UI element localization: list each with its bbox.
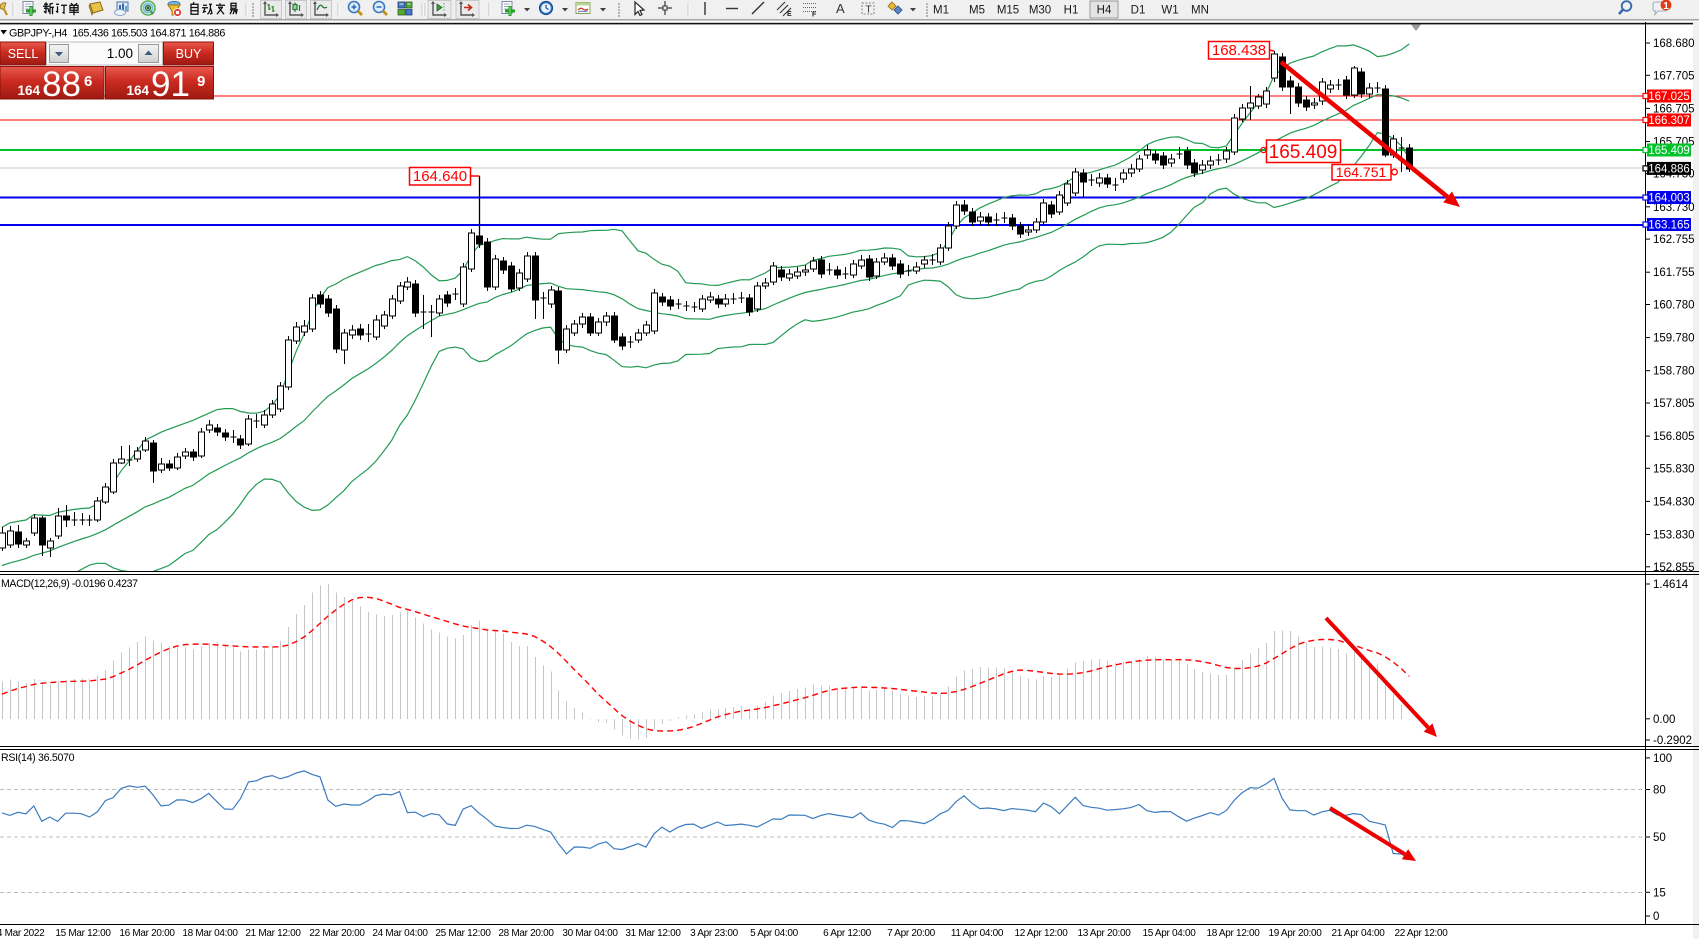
svg-text:162.755: 162.755 [1653, 234, 1695, 246]
svg-text:163.730: 163.730 [1653, 202, 1695, 214]
svg-text:153.830: 153.830 [1653, 530, 1695, 542]
svg-text:18 Mar 04:00: 18 Mar 04:00 [182, 928, 238, 939]
svg-text:168.438: 168.438 [1212, 42, 1266, 59]
svg-text:E: E [787, 11, 792, 18]
svg-text:80: 80 [1653, 785, 1666, 797]
svg-text:152.855: 152.855 [1653, 562, 1695, 574]
svg-text:6: 6 [84, 73, 92, 90]
svg-text:21 Mar 12:00: 21 Mar 12:00 [245, 928, 301, 939]
svg-text:164.003: 164.003 [1648, 193, 1690, 205]
svg-text:0.00: 0.00 [1653, 714, 1675, 726]
svg-text:MACD(12,26,9) -0.0196 0.4237: MACD(12,26,9) -0.0196 0.4237 [1, 578, 138, 590]
svg-text:1.4614: 1.4614 [1653, 579, 1689, 591]
svg-text:MN: MN [1191, 5, 1209, 17]
svg-text:BUY: BUY [176, 47, 202, 61]
svg-text:D1: D1 [1131, 5, 1146, 17]
svg-text:H4: H4 [1097, 5, 1112, 17]
svg-text:165.409: 165.409 [1648, 145, 1690, 157]
svg-text:F: F [812, 12, 817, 19]
svg-text:164.886: 164.886 [1648, 163, 1690, 175]
svg-text:91: 91 [151, 65, 190, 104]
svg-text:M5: M5 [969, 5, 985, 17]
svg-text:GBPJPY-,H4 165.436 165.503 16: GBPJPY-,H4 165.436 165.503 164.871 164.8… [9, 28, 225, 40]
svg-text:28 Mar 20:00: 28 Mar 20:00 [498, 928, 554, 939]
svg-text:163.165: 163.165 [1648, 220, 1690, 232]
svg-text:SELL: SELL [8, 47, 39, 61]
svg-text:18 Apr 12:00: 18 Apr 12:00 [1206, 928, 1260, 939]
svg-text:13 Apr 20:00: 13 Apr 20:00 [1077, 928, 1131, 939]
svg-text:161.755: 161.755 [1653, 267, 1695, 279]
svg-text:6 Apr 12:00: 6 Apr 12:00 [823, 928, 872, 939]
svg-text:158.780: 158.780 [1653, 366, 1695, 378]
svg-text:88: 88 [42, 65, 81, 104]
svg-text:168.680: 168.680 [1653, 38, 1695, 50]
svg-text:H1: H1 [1064, 5, 1079, 17]
svg-text:164.640: 164.640 [413, 168, 467, 185]
svg-text:100: 100 [1653, 753, 1672, 765]
svg-text:30 Mar 04:00: 30 Mar 04:00 [562, 928, 618, 939]
svg-text:166.705: 166.705 [1653, 103, 1695, 115]
svg-text:22 Apr 12:00: 22 Apr 12:00 [1394, 928, 1448, 939]
svg-text:15: 15 [1653, 887, 1666, 899]
svg-text:166.307: 166.307 [1648, 115, 1690, 127]
svg-text:164: 164 [17, 83, 40, 98]
svg-text:3 Apr 23:00: 3 Apr 23:00 [690, 928, 739, 939]
svg-text:5 Apr 04:00: 5 Apr 04:00 [750, 928, 799, 939]
svg-text:164.751: 164.751 [1336, 164, 1387, 180]
svg-text:T: T [866, 5, 872, 16]
svg-text:167.705: 167.705 [1653, 70, 1695, 82]
svg-text:-0.2902: -0.2902 [1653, 735, 1692, 747]
svg-text:12 Apr 12:00: 12 Apr 12:00 [1014, 928, 1068, 939]
svg-text:156.805: 156.805 [1653, 431, 1695, 443]
svg-text:W1: W1 [1161, 5, 1178, 17]
svg-text:M1: M1 [933, 5, 949, 17]
svg-text:16 Mar 20:00: 16 Mar 20:00 [119, 928, 175, 939]
svg-text:11 Apr 04:00: 11 Apr 04:00 [951, 928, 1004, 939]
svg-text:M30: M30 [1029, 5, 1051, 17]
svg-text:164: 164 [126, 83, 149, 98]
svg-text:M15: M15 [997, 5, 1019, 17]
svg-text:159.780: 159.780 [1653, 333, 1695, 345]
svg-text:31 Mar 12:00: 31 Mar 12:00 [625, 928, 681, 939]
svg-text:14 Mar 2022: 14 Mar 2022 [0, 928, 45, 939]
svg-text:A: A [836, 1, 845, 16]
svg-text:160.780: 160.780 [1653, 300, 1695, 312]
svg-text:19 Apr 20:00: 19 Apr 20:00 [1268, 928, 1322, 939]
svg-text:1: 1 [1663, 0, 1669, 12]
svg-text:15 Mar 12:00: 15 Mar 12:00 [55, 928, 111, 939]
svg-text:15 Apr 04:00: 15 Apr 04:00 [1142, 928, 1196, 939]
svg-text:25 Mar 12:00: 25 Mar 12:00 [435, 928, 491, 939]
svg-text:21 Apr 04:00: 21 Apr 04:00 [1331, 928, 1385, 939]
svg-text:167.025: 167.025 [1648, 91, 1690, 103]
svg-text:0: 0 [1653, 911, 1659, 923]
svg-text:50: 50 [1653, 832, 1666, 844]
svg-text:154.830: 154.830 [1653, 496, 1695, 508]
svg-text:22 Mar 20:00: 22 Mar 20:00 [309, 928, 365, 939]
svg-text:9: 9 [197, 73, 205, 90]
svg-text:165.409: 165.409 [1269, 142, 1338, 163]
svg-text:157.805: 157.805 [1653, 398, 1695, 410]
svg-text:155.830: 155.830 [1653, 463, 1695, 475]
svg-text:RSI(14) 36.5070: RSI(14) 36.5070 [1, 752, 75, 764]
svg-text:1.00: 1.00 [107, 46, 133, 61]
svg-text:7 Apr 20:00: 7 Apr 20:00 [887, 928, 936, 939]
svg-text:24 Mar 04:00: 24 Mar 04:00 [372, 928, 428, 939]
